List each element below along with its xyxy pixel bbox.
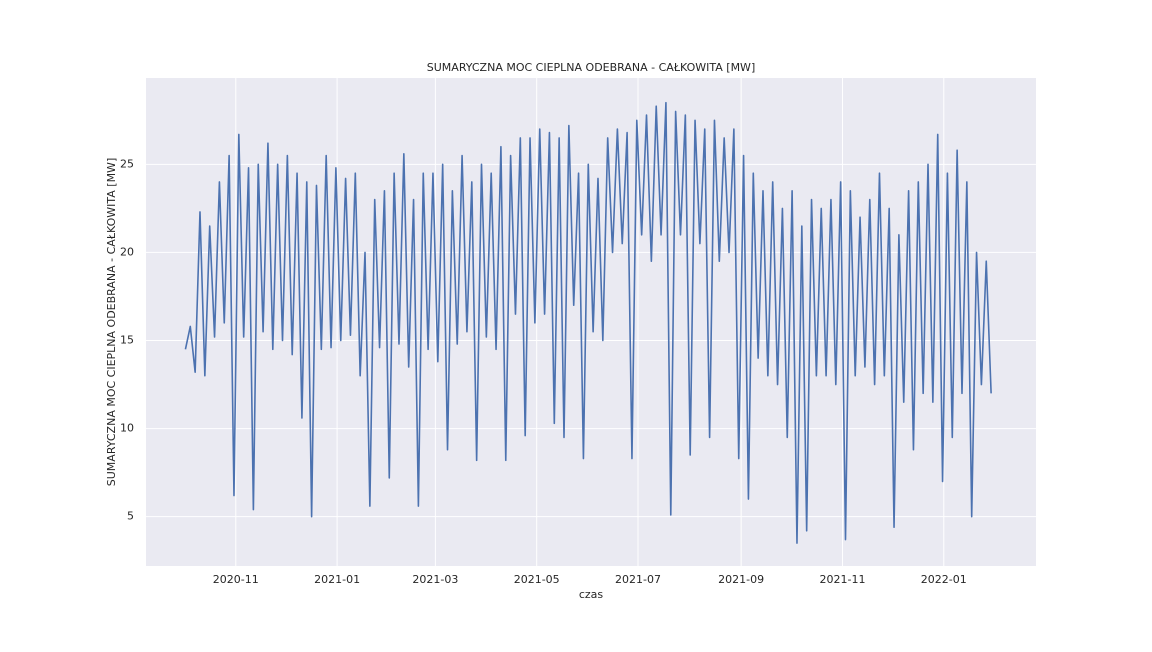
chart-title: SUMARYCZNA MOC CIEPLNA ODEBRANA - CAŁKOW… (427, 61, 755, 74)
x-tick-label: 2020-11 (213, 573, 259, 586)
x-tick-label: 2021-01 (314, 573, 360, 586)
x-tick-label: 2021-05 (514, 573, 560, 586)
x-tick-label: 2021-09 (718, 573, 764, 586)
y-tick-label: 15 (120, 333, 134, 346)
y-axis-label: SUMARYCZNA MOC CIEPLNA ODEBRANA - CAŁKOW… (105, 158, 118, 486)
y-tick-label: 10 (120, 422, 134, 435)
y-tick-label: 5 (127, 510, 134, 523)
x-tick-label: 2021-07 (615, 573, 661, 586)
y-tick-label: 25 (120, 157, 134, 170)
x-tick-label: 2022-01 (921, 573, 967, 586)
data-line (184, 101, 992, 544)
y-tick-label: 20 (120, 245, 134, 258)
x-tick-label: 2021-11 (819, 573, 865, 586)
plot-area (146, 78, 1036, 566)
x-tick-label: 2021-03 (412, 573, 458, 586)
x-axis-label: czas (579, 588, 604, 601)
